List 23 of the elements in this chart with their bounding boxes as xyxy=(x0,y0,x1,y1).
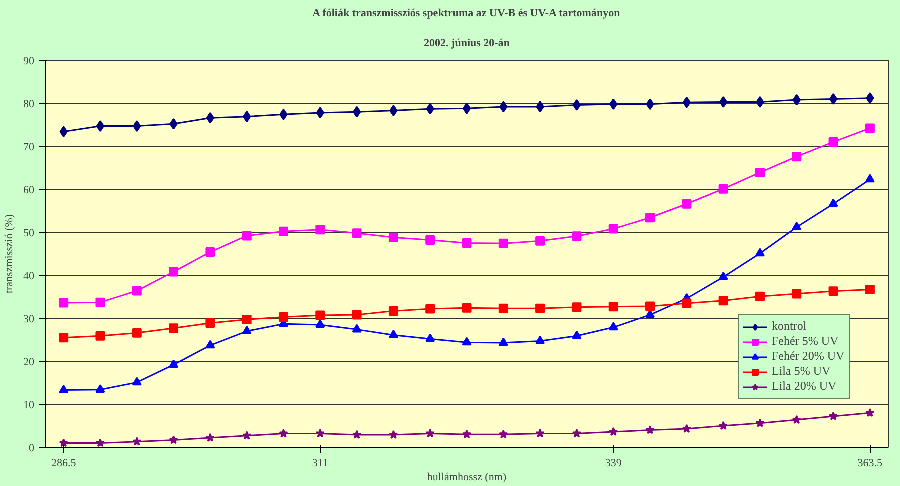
legend-label: kontrol xyxy=(772,319,807,334)
x-tick-label: 311 xyxy=(312,458,328,470)
legend-label: Fehér 5% UV xyxy=(772,334,839,349)
y-tick-label: 50 xyxy=(24,228,35,240)
y-tick-label: 60 xyxy=(24,184,35,196)
y-tick-label: 40 xyxy=(24,270,35,282)
chart-subtitle: 2002. június 20-án xyxy=(424,38,510,50)
y-tick-label: 30 xyxy=(24,314,35,326)
chart-title: A fóliák transzmissziós spektruma az UV-B és UV-A tartományon xyxy=(312,8,620,20)
y-tick-label: 90 xyxy=(24,56,35,68)
y-axis-title: transzmisszió (%) xyxy=(4,214,16,294)
x-tick-label: 339 xyxy=(605,458,622,470)
x-axis-title: hullámhossz (nm) xyxy=(427,472,507,484)
y-tick-label: 10 xyxy=(24,400,35,412)
legend-label: Fehér 20% UV xyxy=(772,349,845,364)
legend-label: Lila 20% UV xyxy=(772,379,837,394)
y-tick-label: 70 xyxy=(24,142,35,154)
y-tick-label: 80 xyxy=(24,98,35,110)
legend-label: Lila 5% UV xyxy=(772,364,831,379)
x-tick-label: 286.5 xyxy=(51,458,77,470)
y-tick-label: 0 xyxy=(29,442,35,454)
x-tick-label: 363.5 xyxy=(858,458,884,470)
y-tick-label: 20 xyxy=(24,356,35,368)
